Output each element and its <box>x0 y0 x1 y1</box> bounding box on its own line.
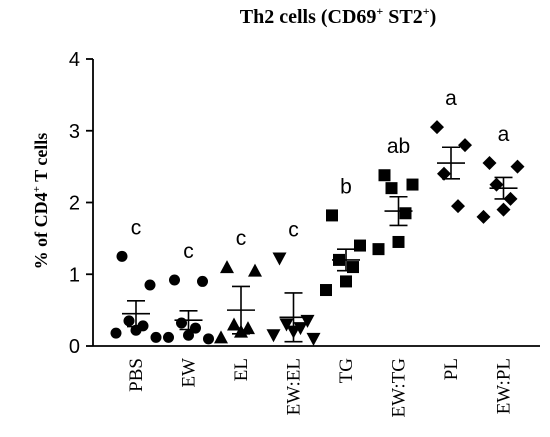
y-tick-label: 1 <box>69 264 80 286</box>
significance-letter: a <box>445 87 457 110</box>
x-tick-label: EL <box>231 358 252 381</box>
data-point <box>476 209 491 224</box>
data-point <box>510 159 525 174</box>
y-axis-label: % of CD4+ T cells <box>31 133 51 270</box>
data-point <box>458 138 472 153</box>
significance-letter: c <box>131 216 142 239</box>
x-tick-label: PBS <box>126 358 147 392</box>
data-point <box>306 332 321 346</box>
data-point <box>279 318 294 332</box>
data-point <box>437 166 451 181</box>
data-point <box>227 317 241 331</box>
data-point <box>385 182 398 195</box>
data-point <box>372 243 385 256</box>
data-point <box>354 239 366 252</box>
data-point <box>266 329 281 343</box>
data-point <box>392 235 405 248</box>
data-point <box>399 207 412 220</box>
significance-letter: c <box>288 218 299 241</box>
data-point <box>451 199 465 214</box>
data-point <box>340 275 352 288</box>
data-point <box>489 177 504 192</box>
y-tick-label: 3 <box>69 121 80 143</box>
data-point <box>116 250 128 262</box>
chart-title: Th2 cells (CD69+ ST2+) <box>240 4 437 28</box>
data-point <box>378 169 391 182</box>
data-point <box>123 315 135 327</box>
data-point <box>293 322 308 336</box>
significance-letter: b <box>340 175 352 198</box>
data-point <box>496 202 511 217</box>
x-tick-label: EW <box>179 358 200 388</box>
data-point <box>300 314 315 328</box>
data-point <box>248 263 262 277</box>
data-point <box>183 329 194 341</box>
data-point <box>482 156 497 171</box>
data-point <box>320 284 332 297</box>
data-point <box>190 322 201 334</box>
x-tick-label: PL <box>441 358 462 380</box>
y-tick-label: 4 <box>69 49 80 71</box>
data-point <box>176 317 187 329</box>
data-point <box>110 327 122 339</box>
x-tick-label: EW:EL <box>284 358 305 415</box>
x-tick-label: EW:TG <box>389 358 410 418</box>
data-point <box>220 260 234 274</box>
data-point <box>214 330 228 344</box>
y-tick-label: 0 <box>69 336 80 358</box>
plot-area: 0 1 2 3 4 c PBS c EW c EL c EW:EL b TG ab EW:TG a PL a EW:PL <box>69 49 540 417</box>
data-point <box>144 279 156 291</box>
significance-letter: c <box>183 240 194 263</box>
x-tick-label: EW:PL <box>494 358 515 414</box>
significance-letter: ab <box>387 135 410 158</box>
data-point <box>272 252 287 266</box>
data-point <box>241 321 255 335</box>
significance-letter: c <box>236 227 247 250</box>
x-tick-label: TG <box>336 358 357 384</box>
data-point <box>203 333 214 345</box>
data-point <box>169 274 180 286</box>
data-point <box>406 178 419 191</box>
data-point <box>430 120 444 135</box>
data-point <box>163 331 174 343</box>
significance-letter: a <box>498 123 510 146</box>
data-point <box>197 275 208 287</box>
data-point <box>326 209 338 222</box>
data-point <box>150 331 162 343</box>
data-point <box>130 324 142 336</box>
y-tick-label: 2 <box>69 193 80 215</box>
